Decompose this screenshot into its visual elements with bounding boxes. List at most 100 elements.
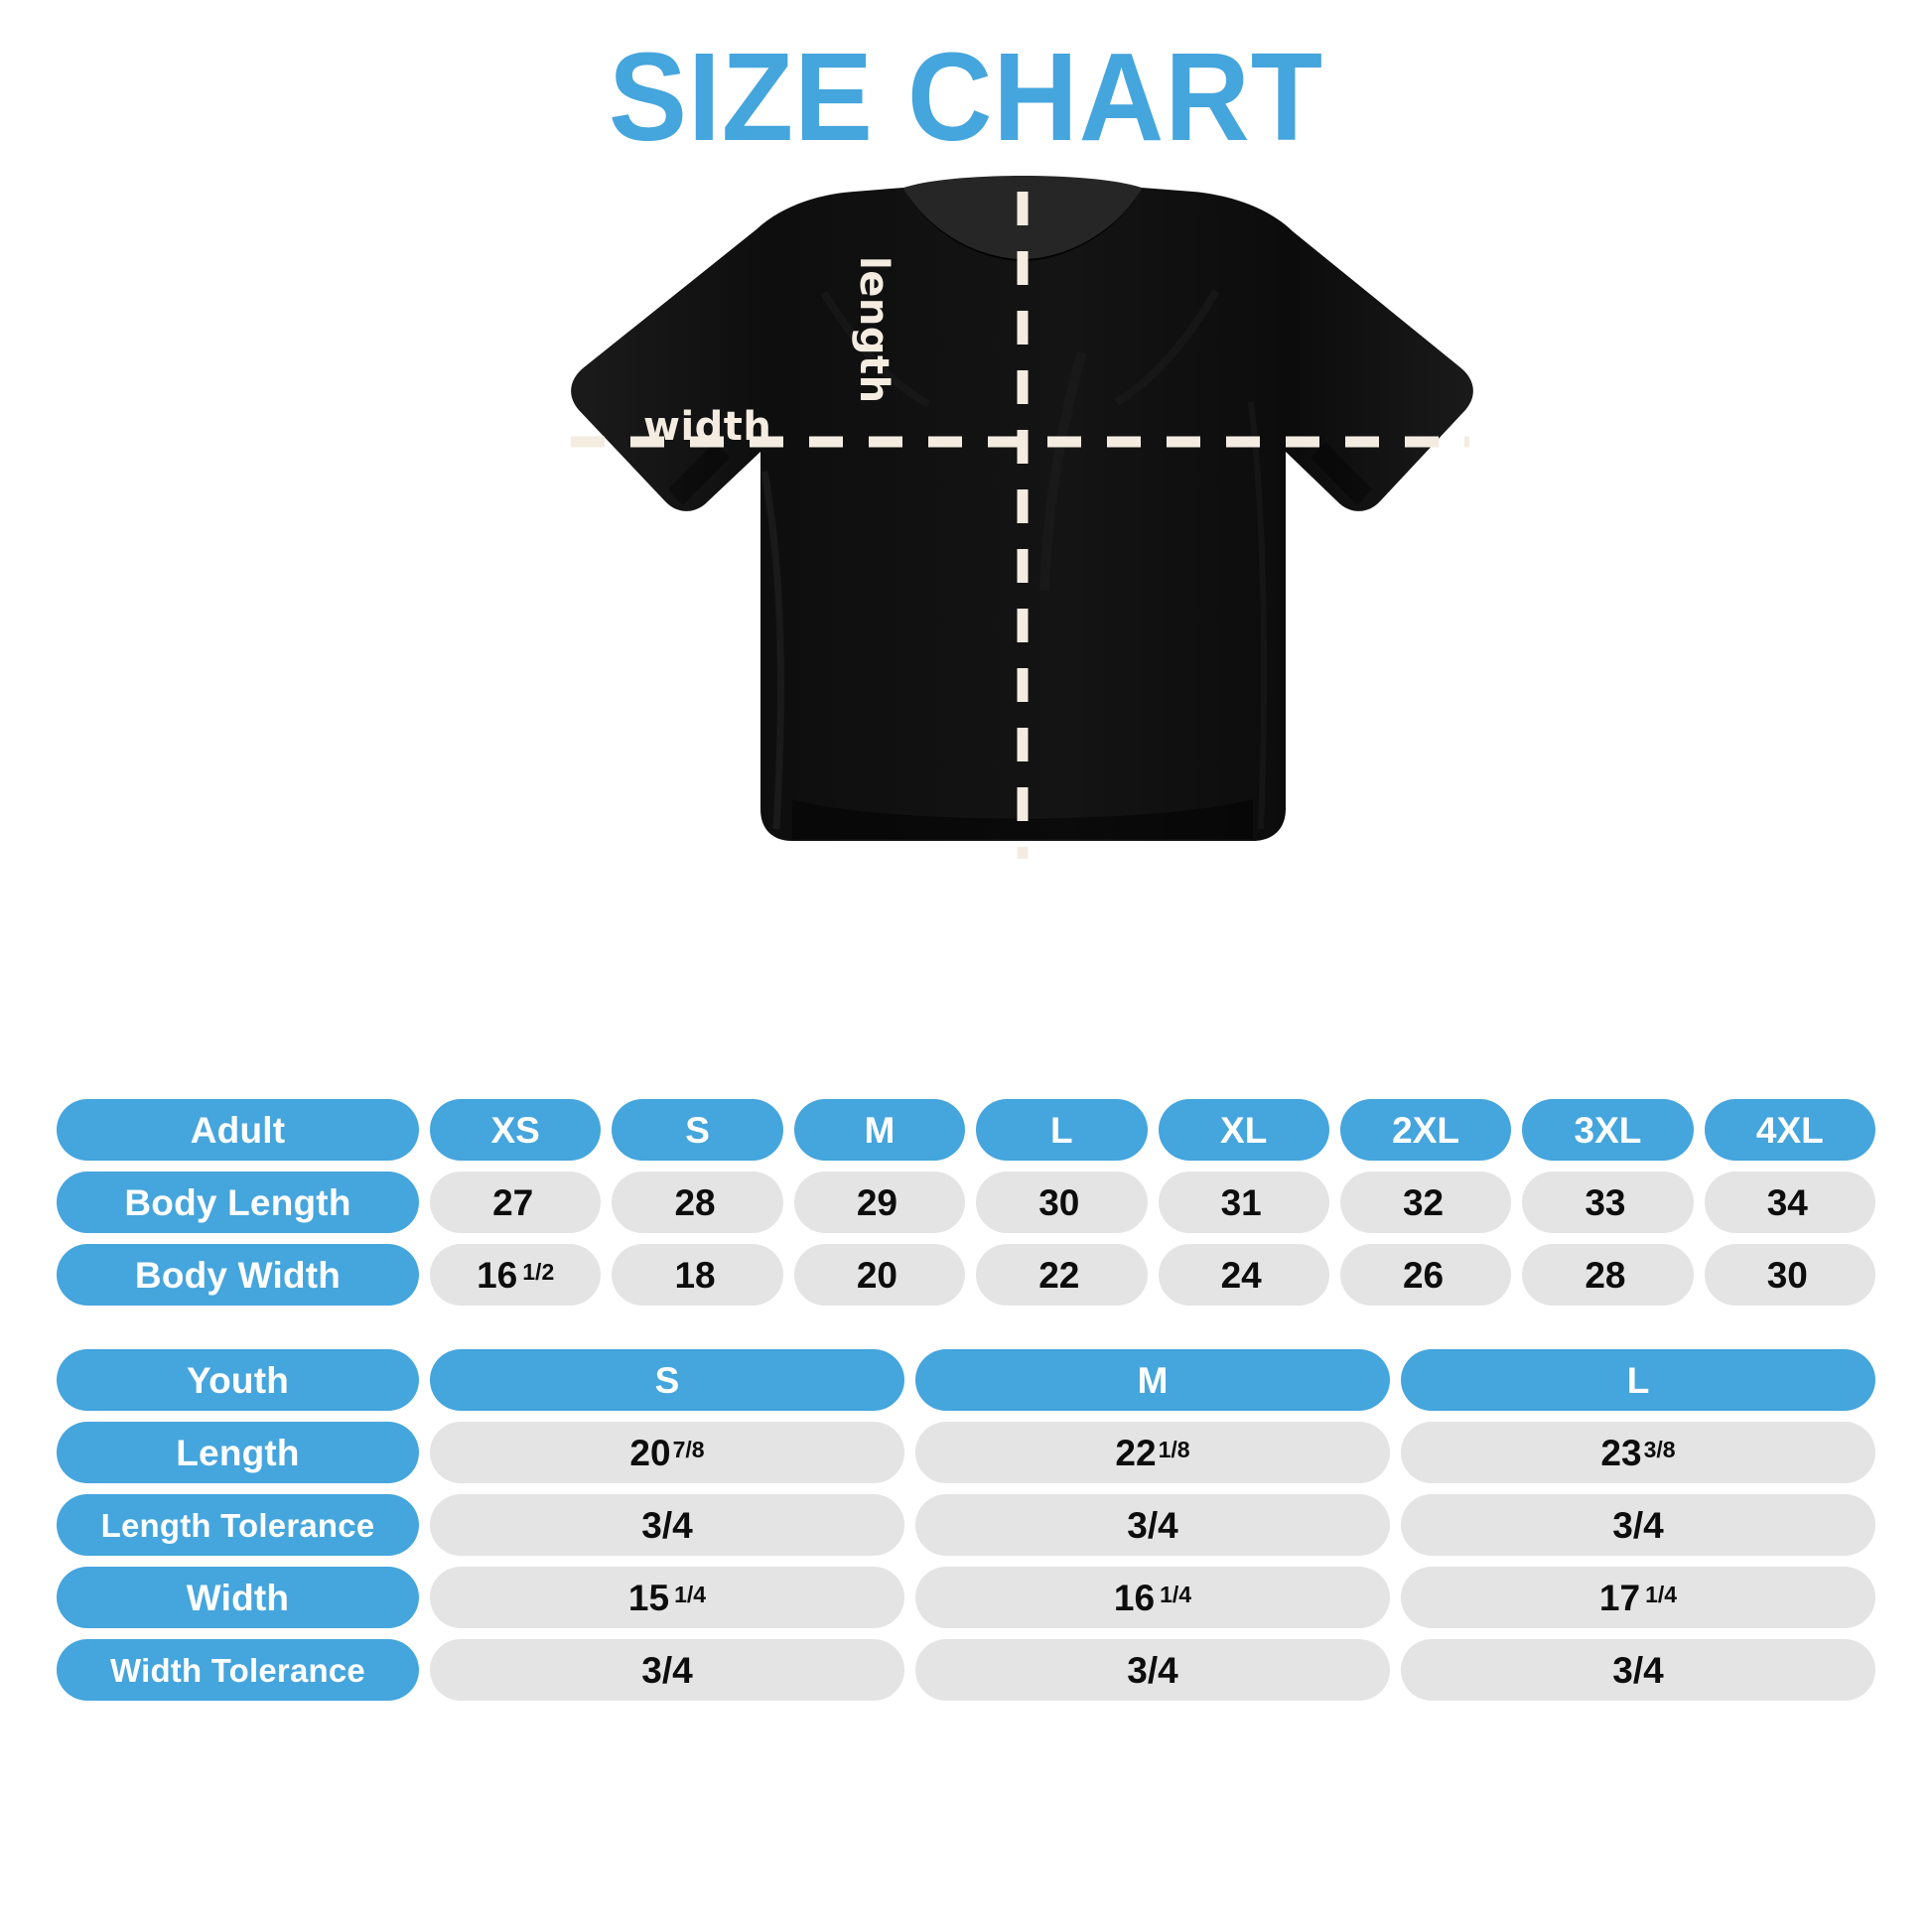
table-cell: 18 [612, 1244, 783, 1306]
cell-number: 15 [627, 1577, 670, 1618]
tshirt-fold-center [1039, 350, 1087, 592]
adult-size-m[interactable]: M [793, 1099, 966, 1161]
table-cell: 31 [1158, 1172, 1329, 1233]
youth-width-label: Width [57, 1567, 419, 1628]
cell-number: 16 [1113, 1577, 1156, 1618]
size-tables: Adult XS S M L XL 2XL 3XL 4XL Body Lengt… [57, 1099, 1875, 1712]
table-cell: 3/4 [1401, 1494, 1875, 1556]
table-cell: 34 [1704, 1172, 1875, 1233]
cell-number: 28 [674, 1181, 716, 1223]
cell-number: 32 [1402, 1181, 1445, 1223]
adult-size-l[interactable]: L [976, 1099, 1148, 1161]
table-cell: 23 3/8 [1401, 1422, 1875, 1483]
cell-fraction: 1/4 [1160, 1581, 1192, 1607]
table-cell: 3/4 [915, 1494, 1390, 1556]
adult-size-xl[interactable]: XL [1158, 1099, 1329, 1161]
cell-number: 24 [1220, 1254, 1262, 1296]
table-cell: 28 [612, 1172, 783, 1233]
cell-fraction: 3/8 [1643, 1436, 1676, 1462]
youth-size-l[interactable]: L [1401, 1349, 1875, 1411]
table-cell: 16 1/4 [915, 1567, 1390, 1628]
adult-size-3xl[interactable]: 3XL [1522, 1099, 1694, 1161]
table-cell: 32 [1339, 1172, 1512, 1233]
cell-number: 3/4 [1612, 1649, 1664, 1691]
table-cell: 3/4 [1401, 1639, 1875, 1701]
cell-number: 29 [856, 1181, 898, 1223]
youth-header-row: Youth S M L [57, 1349, 1875, 1411]
adult-row-header: Adult [57, 1099, 419, 1161]
youth-width-row: Width 15 1/4 16 1/4 17 1/4 [57, 1567, 1875, 1628]
table-cell: 27 [430, 1172, 602, 1233]
cell-number: 30 [1038, 1181, 1080, 1223]
tshirt-icon [571, 176, 1473, 859]
table-cell: 33 [1522, 1172, 1694, 1233]
cell-number: 20 [856, 1254, 898, 1296]
youth-table: Youth S M L Length 20 7/8 22 1/8 23 3/8 Len… [57, 1349, 1875, 1701]
youth-width-tolerance-label: Width Tolerance [57, 1639, 419, 1701]
adult-size-s[interactable]: S [612, 1099, 783, 1161]
page-title: SIZE CHART [608, 27, 1324, 167]
width-label: width [643, 404, 772, 450]
cell-number: 27 [492, 1181, 534, 1223]
youth-size-m[interactable]: M [915, 1349, 1390, 1411]
cell-number: 28 [1585, 1254, 1626, 1296]
table-cell: 30 [1704, 1244, 1875, 1306]
cell-number: 3/4 [641, 1649, 693, 1691]
youth-width-tolerance-row: Width Tolerance 3/4 3/4 3/4 [57, 1639, 1875, 1701]
cell-number: 20 [629, 1432, 671, 1473]
table-cell: 3/4 [430, 1494, 904, 1556]
cell-fraction: 1/4 [1645, 1581, 1678, 1607]
adult-size-2xl[interactable]: 2XL [1339, 1099, 1512, 1161]
table-cell: 3/4 [915, 1639, 1390, 1701]
cell-number: 30 [1766, 1254, 1808, 1296]
youth-row-header: Youth [57, 1349, 419, 1411]
cell-number: 33 [1585, 1181, 1626, 1223]
cell-number: 17 [1598, 1577, 1641, 1618]
cell-fraction: 7/8 [672, 1436, 705, 1462]
table-cell: 17 1/4 [1401, 1567, 1875, 1628]
length-label: length [851, 256, 897, 404]
table-cell: 16 1/2 [430, 1244, 602, 1306]
cell-number: 31 [1220, 1181, 1262, 1223]
adult-table: Adult XS S M L XL 2XL 3XL 4XL Body Lengt… [57, 1099, 1875, 1306]
table-cell: 3/4 [430, 1639, 904, 1701]
cell-fraction: 1/8 [1158, 1436, 1190, 1462]
adult-body-length-label: Body Length [57, 1172, 419, 1233]
cell-fraction: 1/2 [522, 1258, 555, 1285]
table-cell: 20 [793, 1244, 966, 1306]
cell-number: 22 [1038, 1254, 1080, 1296]
cell-number: 34 [1766, 1181, 1808, 1223]
table-cell: 26 [1339, 1244, 1512, 1306]
youth-length-row: Length 20 7/8 22 1/8 23 3/8 [57, 1422, 1875, 1483]
cell-number: 22 [1115, 1432, 1157, 1473]
cell-number: 18 [674, 1254, 716, 1296]
cell-number: 3/4 [641, 1504, 693, 1546]
adult-body-width-row: Body Width 16 1/2 18 20 22 24 26 [57, 1244, 1875, 1306]
tshirt-sleeve-hem-left [668, 442, 730, 505]
table-cell: 20 7/8 [430, 1422, 904, 1483]
table-cell: 30 [976, 1172, 1148, 1233]
tshirt-fold-shoulder-left [820, 290, 930, 408]
table-cell: 22 1/8 [915, 1422, 1390, 1483]
table-cell: 28 [1522, 1244, 1694, 1306]
adult-size-xs[interactable]: XS [430, 1099, 602, 1161]
table-cell: 29 [793, 1172, 966, 1233]
adult-size-4xl[interactable]: 4XL [1704, 1099, 1875, 1161]
cell-number: 16 [477, 1254, 518, 1296]
cell-number: 3/4 [1127, 1649, 1178, 1691]
adult-body-length-row: Body Length 27 28 29 30 31 32 [57, 1172, 1875, 1233]
cell-fraction: 1/4 [674, 1581, 707, 1607]
youth-length-label: Length [57, 1422, 419, 1483]
youth-size-s[interactable]: S [430, 1349, 904, 1411]
youth-length-tolerance-row: Length Tolerance 3/4 3/4 3/4 [57, 1494, 1875, 1556]
table-cell: 24 [1158, 1244, 1329, 1306]
tshirt-diagram: width length [387, 174, 1554, 859]
cell-number: 23 [1600, 1432, 1642, 1473]
cell-number: 26 [1402, 1254, 1445, 1296]
tshirt-fold-shoulder-right [1114, 288, 1220, 406]
youth-length-tolerance-label: Length Tolerance [57, 1494, 419, 1556]
cell-number: 3/4 [1612, 1504, 1664, 1546]
tshirt-sleeve-hem-right [1311, 442, 1372, 505]
table-spacer [57, 1316, 1875, 1349]
